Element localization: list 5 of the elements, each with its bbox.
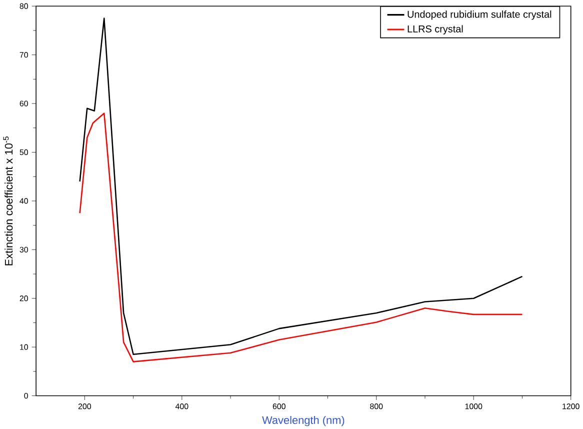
legend-label: Undoped rubidium sulfate crystal [408,10,552,20]
x-axis-title: Wavelength (nm) [262,416,344,426]
y-axis-title: Extinction coefficient x 10$^{-5}$ [3,136,13,266]
line-series [79,112,523,362]
legend-label: LLRS crystal [408,24,463,34]
